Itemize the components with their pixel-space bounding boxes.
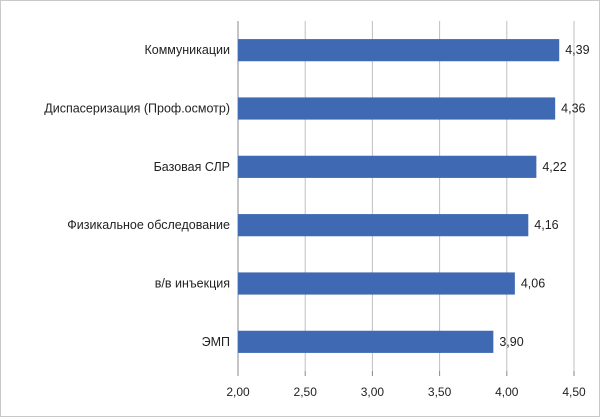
bar bbox=[238, 97, 556, 120]
x-tick-label: 3,50 bbox=[428, 385, 452, 399]
category-labels: Коммуникации Диспасеризация (Проф.осмотр)… bbox=[44, 43, 230, 349]
value-label: 4,06 bbox=[521, 277, 545, 291]
x-tick-label: 4,00 bbox=[495, 385, 519, 399]
bars bbox=[238, 39, 560, 353]
gridlines bbox=[237, 21, 575, 371]
value-label: 4,39 bbox=[565, 43, 589, 57]
category-label: Диспасеризация (Проф.осмотр) bbox=[44, 102, 230, 116]
bar bbox=[238, 330, 494, 353]
category-label: Базовая СЛР bbox=[154, 160, 230, 174]
bar bbox=[238, 214, 529, 237]
x-tick-label: 2,50 bbox=[294, 385, 318, 399]
x-axis-ticks: 2,00 2,50 3,00 3,50 4,00 4,50 bbox=[226, 371, 586, 399]
bar bbox=[238, 272, 515, 295]
value-label: 4,36 bbox=[561, 102, 585, 116]
x-tick-label: 3,00 bbox=[361, 385, 385, 399]
bar bbox=[238, 155, 537, 178]
value-label: 4,22 bbox=[542, 160, 566, 174]
value-label: 4,16 bbox=[534, 218, 558, 232]
value-label: 3,90 bbox=[499, 335, 523, 349]
value-labels: 4,39 4,36 4,22 4,16 4,06 3,90 bbox=[499, 43, 589, 349]
x-tick-label: 4,50 bbox=[562, 385, 586, 399]
category-label: Физикальное обследование bbox=[67, 218, 230, 232]
x-tick-label: 2,00 bbox=[226, 385, 250, 399]
category-label: Коммуникации bbox=[144, 43, 230, 57]
category-label: в/в инъекция bbox=[155, 277, 230, 291]
category-label: ЭМП bbox=[202, 335, 230, 349]
bar bbox=[238, 39, 560, 62]
